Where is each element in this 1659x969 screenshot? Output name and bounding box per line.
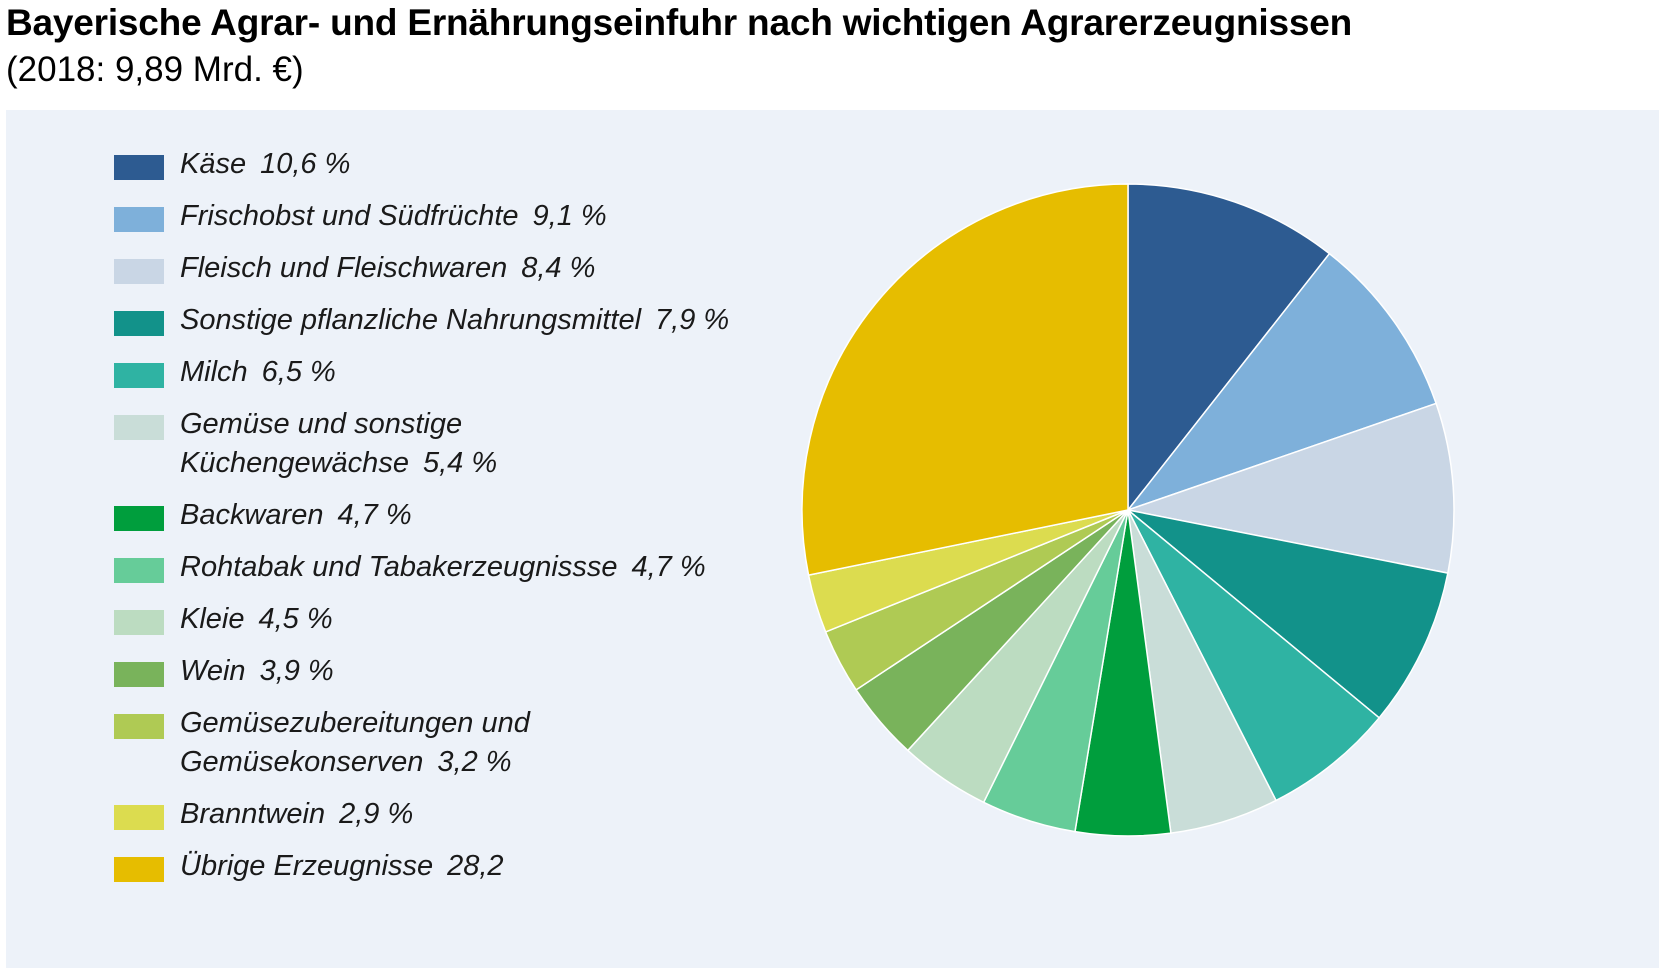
legend-label: Gemüse und sonstige Küchengewächse 5,4 % [180, 405, 740, 483]
legend-label: Käse 10,6 % [180, 145, 740, 184]
legend-name: Gemüse und sonstige Küchengewächse [180, 408, 463, 479]
legend-name: Branntwein [180, 798, 326, 830]
legend-name: Kleie [180, 603, 245, 635]
legend-value: 6,5 % [261, 356, 336, 388]
legend-swatch [114, 363, 164, 388]
legend-item: Milch 6,5 % [114, 353, 740, 405]
pie-slice [801, 183, 1129, 576]
legend-value: 2,9 % [339, 798, 414, 830]
legend-swatch [114, 857, 164, 882]
legend-swatch [114, 207, 164, 232]
legend-item: Gemüsezubereitungen und Gemüsekonserven 3… [114, 704, 740, 795]
chart-subtitle: (2018: 9,89 Mrd. €) [6, 50, 304, 89]
legend-label: Sonstige pflanzliche Nahrungsmittel 7,9 % [180, 301, 740, 340]
legend: Käse 10,6 % Frischobst und Südfrüchte 9,1 %… [114, 145, 740, 899]
pie-slice [1127, 509, 1449, 719]
legend-value: 5,4 % [422, 447, 498, 479]
legend-value: 7,9 % [655, 304, 730, 336]
legend-name: Wein [180, 655, 246, 687]
legend-item: Wein 3,9 % [114, 652, 740, 704]
legend-swatch [114, 155, 164, 180]
legend-swatch [114, 805, 164, 830]
legend-name: Sonstige pflanzliche Nahrungsmittel [180, 304, 642, 336]
legend-label: Wein 3,9 % [180, 652, 740, 691]
legend-item: Käse 10,6 % [114, 145, 740, 197]
pie-slice [1125, 402, 1455, 574]
legend-item: Kleie 4,5 % [114, 600, 740, 652]
legend-name: Fleisch und Fleischwaren [180, 252, 508, 284]
legend-value: 8,4 % [521, 252, 596, 284]
legend-swatch [114, 662, 164, 687]
legend-name: Übrige Erzeugnisse [180, 850, 434, 882]
pie-slice [1127, 183, 1331, 513]
legend-item: Backwaren 4,7 % [114, 496, 740, 548]
legend-value: 9,1 % [532, 200, 607, 232]
legend-swatch [114, 558, 164, 583]
legend-name: Gemüsezubereitungen und Gemüsekonserven [180, 707, 530, 778]
legend-name: Frischobst und Südfrüchte [180, 200, 519, 232]
legend-swatch [114, 506, 164, 531]
legend-label: Backwaren 4,7 % [180, 496, 740, 535]
legend-value: 28,2 [447, 850, 504, 882]
legend-item: Fleisch und Fleischwaren 8,4 % [114, 249, 740, 301]
legend-item: Gemüse und sonstige Küchengewächse 5,4 % [114, 405, 740, 496]
legend-swatch [114, 415, 164, 440]
pie-slice [1127, 509, 1381, 802]
legend-swatch [114, 610, 164, 635]
legend-value: 10,6 % [260, 148, 351, 180]
legend-item: Sonstige pflanzliche Nahrungsmittel 7,9 % [114, 301, 740, 353]
legend-label: Rohtabak und Tabakerzeugnissse 4,7 % [180, 548, 740, 587]
legend-name: Rohtabak und Tabakerzeugnissse [180, 551, 618, 583]
legend-label: Milch 6,5 % [180, 353, 740, 392]
legend-value: 3,9 % [259, 655, 334, 687]
legend-swatch [114, 714, 164, 739]
legend-label: Fleisch und Fleischwaren 8,4 % [180, 249, 740, 288]
legend-label: Frischobst und Südfrüchte 9,1 % [180, 197, 740, 236]
legend-value: 4,7 % [337, 499, 412, 531]
legend-label: Branntwein 2,9 % [180, 795, 740, 834]
legend-name: Käse [180, 148, 247, 180]
legend-value: 4,5 % [258, 603, 333, 635]
legend-item: Übrige Erzeugnisse 28,2 [114, 847, 740, 899]
pie-slice [1125, 252, 1438, 512]
legend-item: Rohtabak und Tabakerzeugnissse 4,7 % [114, 548, 740, 600]
legend-name: Milch [180, 356, 248, 388]
legend-name: Backwaren [180, 499, 324, 531]
legend-label: Gemüsezubereitungen und Gemüsekonserven 3… [180, 704, 740, 782]
legend-label: Kleie 4,5 % [180, 600, 740, 639]
legend-value: 4,7 % [631, 551, 706, 583]
legend-value: 3,2 % [437, 746, 512, 778]
legend-label: Übrige Erzeugnisse 28,2 [180, 847, 740, 886]
legend-item: Frischobst und Südfrüchte 9,1 % [114, 197, 740, 249]
legend-item: Branntwein 2,9 % [114, 795, 740, 847]
legend-swatch [114, 311, 164, 336]
legend-swatch [114, 259, 164, 284]
chart-title: Bayerische Agrar- und Ernährungseinfuhr … [6, 2, 1352, 43]
